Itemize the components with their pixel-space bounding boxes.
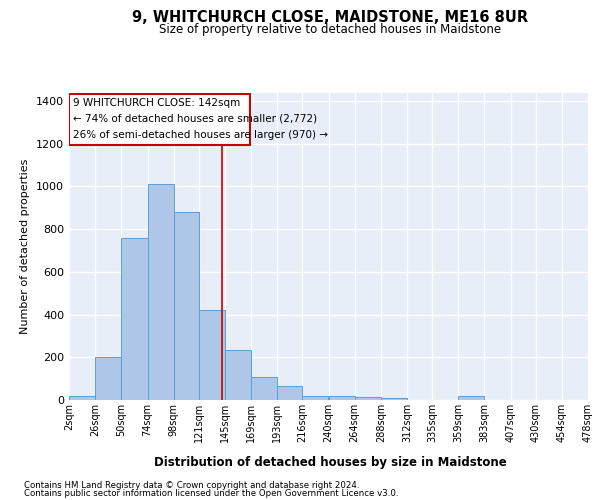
Y-axis label: Number of detached properties: Number of detached properties xyxy=(20,158,31,334)
Bar xyxy=(355,397,381,400)
Bar xyxy=(69,396,95,400)
Text: 26% of semi-detached houses are larger (970) →: 26% of semi-detached houses are larger (… xyxy=(73,130,328,140)
Bar xyxy=(225,350,251,400)
Bar xyxy=(329,396,355,400)
Text: Distribution of detached houses by size in Maidstone: Distribution of detached houses by size … xyxy=(154,456,506,469)
Bar xyxy=(277,386,302,400)
Bar xyxy=(121,238,148,400)
Bar xyxy=(381,398,407,400)
Text: 9 WHITCHURCH CLOSE: 142sqm: 9 WHITCHURCH CLOSE: 142sqm xyxy=(73,98,241,108)
Bar xyxy=(251,376,277,400)
Text: Size of property relative to detached houses in Maidstone: Size of property relative to detached ho… xyxy=(159,22,501,36)
Text: Contains HM Land Registry data © Crown copyright and database right 2024.: Contains HM Land Registry data © Crown c… xyxy=(24,480,359,490)
Bar xyxy=(458,396,484,400)
Bar xyxy=(148,184,173,400)
Bar xyxy=(199,310,225,400)
Bar xyxy=(69,94,250,145)
Bar xyxy=(173,212,199,400)
Text: Contains public sector information licensed under the Open Government Licence v3: Contains public sector information licen… xyxy=(24,490,398,498)
Bar xyxy=(95,358,121,400)
Bar xyxy=(302,396,329,400)
Text: 9, WHITCHURCH CLOSE, MAIDSTONE, ME16 8UR: 9, WHITCHURCH CLOSE, MAIDSTONE, ME16 8UR xyxy=(132,10,528,25)
Text: ← 74% of detached houses are smaller (2,772): ← 74% of detached houses are smaller (2,… xyxy=(73,114,317,124)
